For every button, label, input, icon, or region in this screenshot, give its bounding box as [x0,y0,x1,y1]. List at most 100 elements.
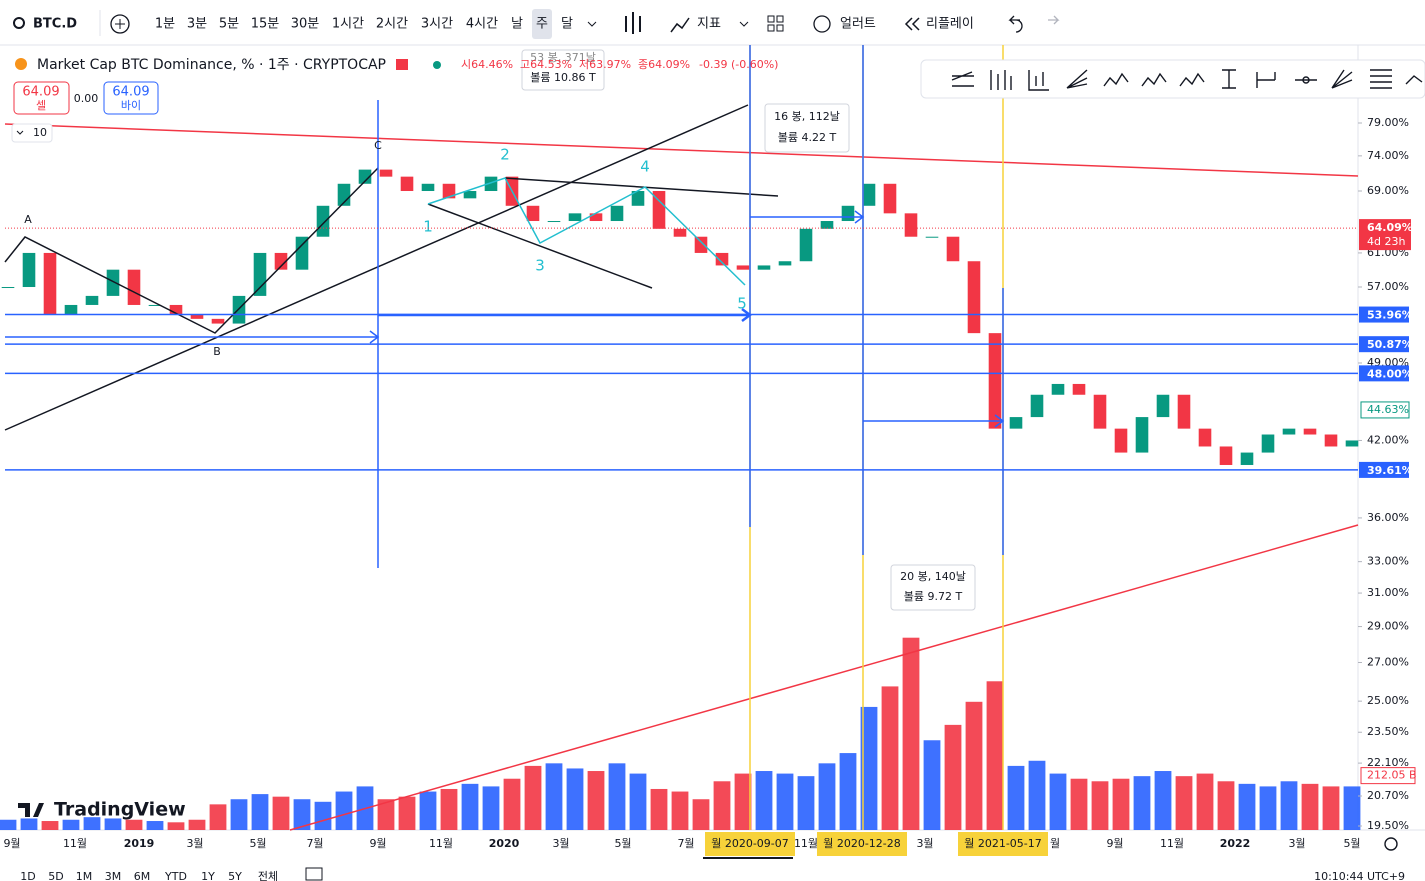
undo[interactable] [1008,15,1023,33]
candle [904,213,918,237]
range-button[interactable]: 5D [48,870,63,881]
tool-icon[interactable] [951,71,974,87]
timeframe[interactable]: 2시간 [376,17,408,32]
indicators-button[interactable]: 지표 [697,17,721,32]
volume-bar [923,740,941,830]
elliott-wave [427,177,746,286]
marker-label: 44.63% [1367,403,1409,416]
range-button[interactable]: 5Y [228,870,242,881]
timeframe[interactable]: 3분 [187,17,207,32]
timeframe[interactable]: 30분 [291,17,320,32]
tool-icon[interactable] [1256,72,1276,88]
add-icon[interactable] [110,14,130,34]
logo-text: TradingView [54,799,186,821]
candle [862,183,876,206]
tool-icon[interactable] [1370,69,1392,89]
timeframe[interactable]: 1분 [155,17,175,32]
y-tick-label: 20.70% [1367,789,1409,802]
candle [610,205,624,222]
range-button[interactable]: 전체 [258,870,278,881]
tool-icon[interactable] [1141,72,1167,87]
volume-bar [797,776,815,830]
symbol-logo [15,58,27,70]
range-button[interactable]: 1Y [201,870,215,881]
alert-button[interactable]: 얼러트 [840,17,876,32]
candle [316,205,330,237]
tool-icon[interactable] [1179,72,1205,87]
tooltip-text: 16 봉, 112날 [774,110,840,123]
tool-icon[interactable] [1222,69,1236,89]
candle [1135,417,1149,453]
range-button[interactable]: 6M [134,870,151,881]
dropdown[interactable] [587,21,597,27]
range-button[interactable]: YTD [164,870,187,881]
volume-bar [734,773,752,830]
timeframe[interactable]: 3시간 [421,17,453,32]
volume-bar [62,819,80,830]
tool-icon[interactable] [1103,72,1129,87]
candle [1,287,15,289]
timeframe[interactable]: 15분 [251,17,280,32]
timeframe[interactable]: 달 [561,17,573,32]
marker-bg [1360,401,1410,419]
tool-icon[interactable] [1331,69,1353,89]
candle [211,318,225,324]
candle [946,236,960,262]
calendar-icon[interactable] [305,867,323,881]
tooltip [890,564,976,611]
replay-icon [904,17,920,31]
price-label-bg [1359,336,1409,353]
layout-icon [767,24,775,32]
volume-bar [104,818,122,830]
volume-bar [1175,776,1193,830]
timeframe[interactable]: 날 [511,17,523,32]
y-tick-label: 33.00% [1367,555,1409,568]
candle [106,269,120,296]
interval: 10 [33,126,47,139]
range-button[interactable]: 1M [76,870,93,881]
settings[interactable] [1384,837,1398,851]
flag [396,59,408,70]
tool-icon[interactable] [990,70,1012,90]
candle [652,191,666,229]
volume-bar [335,791,353,830]
wave-labels: A B C 1 2 3 4 5 [24,139,747,358]
tooltip-text: 볼륨 9.72 T [904,590,963,603]
volume-bar [1028,760,1046,830]
range-button[interactable]: 1D [20,870,35,881]
top-toolbar: BTC.D 1분 3분 5분 15분 30분 1시간 2시간 3시간 4시간 날 주 달 지표 얼러트… [13,9,1060,39]
timeframe[interactable]: 1시간 [332,17,364,32]
dropdown[interactable] [739,21,749,27]
replay-button[interactable]: 리플레이 [926,17,974,32]
tool-icon[interactable] [1028,70,1049,91]
drawing-toolbar [920,59,1425,99]
abc-pattern [4,167,379,334]
timeframe[interactable]: 주 [536,17,548,32]
volume-bar [1112,778,1130,830]
drawing-toolbar-bg [920,59,1425,99]
timeframe[interactable]: 4시간 [466,17,498,32]
x-tick-label: 월 2020-09-07 [711,837,789,850]
wave-label: B [213,345,221,358]
x-tick-label: 월 2021-05-17 [964,837,1042,850]
tool-icon[interactable] [1405,75,1423,85]
layout-icon[interactable] [767,15,775,23]
volume-bar [839,753,857,830]
chart-type-icon[interactable] [625,12,641,34]
sell-button[interactable] [13,81,70,115]
countdown: 4d 23h [1367,235,1405,248]
redo[interactable] [1048,15,1060,25]
timeframe[interactable]: 5분 [219,17,239,32]
tooltip [521,49,605,91]
logo-mark [18,803,44,817]
range-button[interactable]: 3M [105,870,122,881]
drawings [4,45,1359,831]
buy-button[interactable] [103,81,159,115]
x-tick-label: 3월 [1288,837,1305,850]
volume-bar [1196,773,1214,830]
interval-box[interactable] [11,123,53,143]
symbol[interactable]: BTC.D [33,17,77,32]
candle [547,221,561,223]
tool-icon[interactable] [1066,69,1088,89]
